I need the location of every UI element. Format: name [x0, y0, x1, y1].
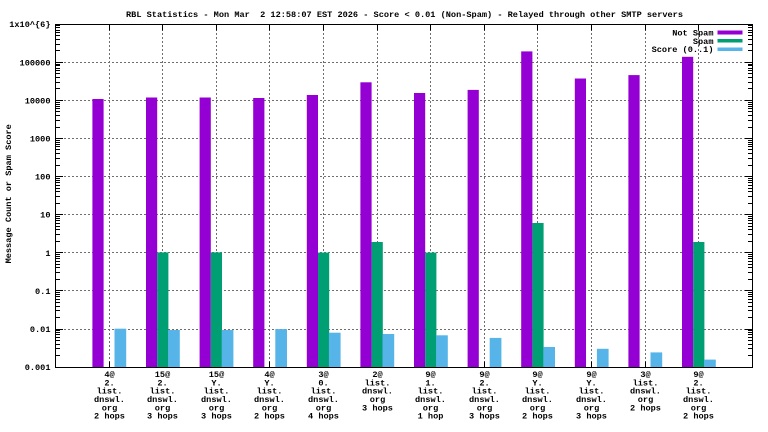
svg-text:Y.: Y.	[532, 378, 542, 388]
svg-text:dnswl.: dnswl.	[147, 395, 178, 405]
svg-text:org: org	[638, 395, 653, 405]
svg-text:Not Spam: Not Spam	[672, 29, 713, 39]
svg-text:9@: 9@	[586, 370, 596, 380]
svg-text:list.: list.	[97, 387, 123, 397]
svg-text:org: org	[423, 403, 438, 413]
svg-text:2.: 2.	[104, 378, 114, 388]
svg-text:10000: 10000	[25, 96, 51, 106]
svg-text:3 hops: 3 hops	[147, 412, 178, 422]
svg-text:10: 10	[40, 211, 50, 221]
svg-text:9@: 9@	[532, 370, 542, 380]
svg-text:list.: list.	[525, 387, 551, 397]
svg-text:dnswl.: dnswl.	[630, 387, 661, 397]
svg-text:dnswl.: dnswl.	[254, 395, 285, 405]
svg-text:15@: 15@	[209, 370, 224, 380]
svg-text:2 hops: 2 hops	[630, 403, 661, 413]
svg-text:Y.: Y.	[586, 378, 596, 388]
svg-text:Score (0..1): Score (0..1)	[652, 45, 714, 55]
svg-text:org: org	[316, 403, 331, 413]
svg-text:dnswl.: dnswl.	[469, 395, 500, 405]
svg-text:9@: 9@	[425, 370, 435, 380]
svg-text:list.: list.	[472, 387, 498, 397]
svg-text:9@: 9@	[479, 370, 489, 380]
svg-text:org: org	[691, 403, 706, 413]
svg-text:org: org	[477, 403, 492, 413]
svg-text:4@: 4@	[264, 370, 274, 380]
svg-text:3@: 3@	[640, 370, 650, 380]
svg-text:list.: list.	[686, 387, 712, 397]
svg-text:dnswl.: dnswl.	[522, 395, 553, 405]
svg-text:15@: 15@	[155, 370, 170, 380]
svg-text:dnswl.: dnswl.	[362, 387, 393, 397]
svg-text:Spam: Spam	[693, 37, 714, 47]
svg-text:org: org	[530, 403, 545, 413]
svg-text:2 hops: 2 hops	[254, 412, 285, 422]
svg-text:3 hops: 3 hops	[201, 412, 232, 422]
svg-text:2.: 2.	[479, 378, 489, 388]
svg-text:9@: 9@	[693, 370, 703, 380]
svg-text:1.: 1.	[425, 378, 435, 388]
svg-text:3 hops: 3 hops	[576, 412, 607, 422]
svg-text:org: org	[155, 403, 170, 413]
svg-text:2 hops: 2 hops	[683, 412, 714, 422]
svg-text:list.: list.	[418, 387, 444, 397]
svg-text:100000: 100000	[20, 58, 51, 68]
svg-text:1x10^{6}: 1x10^{6}	[9, 20, 50, 30]
svg-text:RBL Statistics - Mon Mar 2 12: RBL Statistics - Mon Mar 2 12:58:07 EST …	[126, 10, 683, 20]
svg-text:3 hops: 3 hops	[469, 412, 500, 422]
svg-text:1000: 1000	[30, 135, 51, 145]
svg-text:org: org	[584, 403, 599, 413]
svg-text:org: org	[262, 403, 277, 413]
svg-text:100: 100	[35, 173, 50, 183]
svg-text:0.01: 0.01	[30, 325, 51, 335]
svg-text:4@: 4@	[104, 370, 114, 380]
svg-text:dnswl.: dnswl.	[576, 395, 607, 405]
svg-text:dnswl.: dnswl.	[201, 395, 232, 405]
svg-text:2 hops: 2 hops	[94, 412, 125, 422]
svg-text:dnswl.: dnswl.	[94, 395, 125, 405]
svg-text:3 hops: 3 hops	[362, 403, 393, 413]
svg-text:list.: list.	[633, 378, 659, 388]
svg-text:0.001: 0.001	[25, 363, 51, 373]
svg-text:list.: list.	[204, 387, 230, 397]
svg-text:org: org	[102, 403, 117, 413]
svg-text:dnswl.: dnswl.	[683, 395, 714, 405]
svg-text:Y.: Y.	[211, 378, 221, 388]
svg-text:3@: 3@	[318, 370, 328, 380]
svg-text:2@: 2@	[372, 370, 382, 380]
svg-text:dnswl.: dnswl.	[415, 395, 446, 405]
svg-text:1 hop: 1 hop	[418, 412, 444, 422]
svg-text:org: org	[209, 403, 224, 413]
svg-text:list.: list.	[311, 387, 337, 397]
svg-text:2 hops: 2 hops	[522, 412, 553, 422]
svg-text:Message Count or Spam Score: Message Count or Spam Score	[4, 124, 14, 263]
svg-text:0.1: 0.1	[35, 287, 50, 297]
svg-text:list.: list.	[365, 378, 391, 388]
svg-text:list.: list.	[257, 387, 283, 397]
svg-text:list.: list.	[579, 387, 605, 397]
svg-text:2.: 2.	[157, 378, 167, 388]
svg-text:0.: 0.	[318, 378, 328, 388]
svg-text:org: org	[370, 395, 385, 405]
svg-text:Y.: Y.	[264, 378, 274, 388]
svg-text:1: 1	[45, 249, 50, 259]
svg-text:list.: list.	[150, 387, 176, 397]
svg-text:2.: 2.	[693, 378, 703, 388]
svg-text:dnswl.: dnswl.	[308, 395, 339, 405]
svg-text:4 hops: 4 hops	[308, 412, 339, 422]
